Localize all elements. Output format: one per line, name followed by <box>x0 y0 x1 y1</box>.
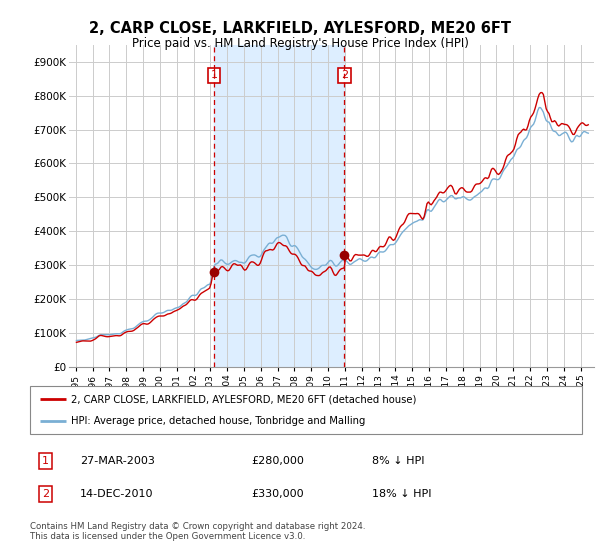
Text: 2: 2 <box>42 489 49 499</box>
Text: 8% ↓ HPI: 8% ↓ HPI <box>372 456 425 466</box>
Bar <box>214 45 344 367</box>
Text: Price paid vs. HM Land Registry's House Price Index (HPI): Price paid vs. HM Land Registry's House … <box>131 37 469 50</box>
Text: £330,000: £330,000 <box>251 489 304 499</box>
Text: 1: 1 <box>42 456 49 466</box>
Text: 14-DEC-2010: 14-DEC-2010 <box>80 489 153 499</box>
Text: 18% ↓ HPI: 18% ↓ HPI <box>372 489 432 499</box>
Text: £280,000: £280,000 <box>251 456 304 466</box>
Text: Contains HM Land Registry data © Crown copyright and database right 2024.
This d: Contains HM Land Registry data © Crown c… <box>30 522 365 542</box>
Text: 27-MAR-2003: 27-MAR-2003 <box>80 456 155 466</box>
Text: HPI: Average price, detached house, Tonbridge and Malling: HPI: Average price, detached house, Tonb… <box>71 416 366 426</box>
Text: 2, CARP CLOSE, LARKFIELD, AYLESFORD, ME20 6FT: 2, CARP CLOSE, LARKFIELD, AYLESFORD, ME2… <box>89 21 511 36</box>
Text: 2, CARP CLOSE, LARKFIELD, AYLESFORD, ME20 6FT (detached house): 2, CARP CLOSE, LARKFIELD, AYLESFORD, ME2… <box>71 394 417 404</box>
Text: 2: 2 <box>341 71 348 81</box>
Text: 1: 1 <box>211 71 218 81</box>
